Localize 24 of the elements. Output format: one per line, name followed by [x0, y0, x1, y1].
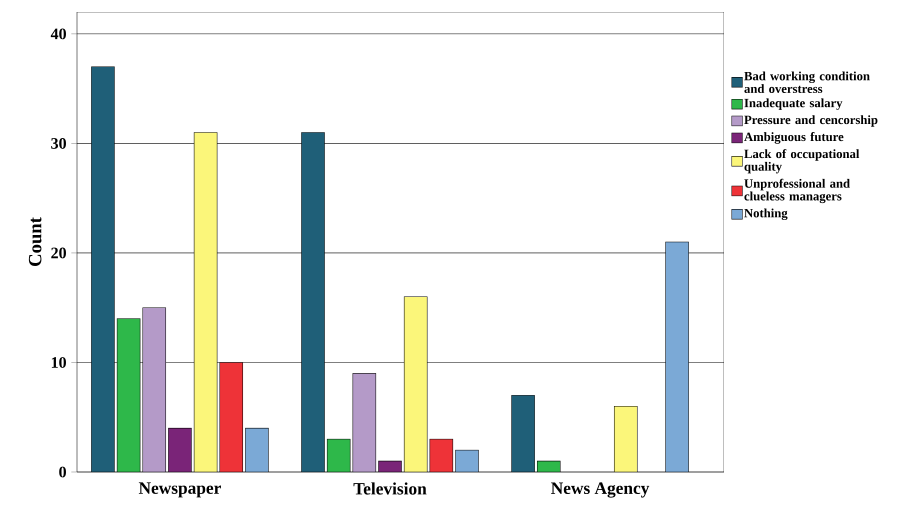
- bar: [116, 318, 140, 472]
- y-tick-label: 0: [59, 466, 66, 478]
- y-tick-label: 30: [51, 138, 66, 149]
- y-axis-title: Count: [28, 217, 42, 266]
- legend-label: Bad working condition and overstress: [744, 71, 870, 94]
- legend-label: Pressure and cencorship: [744, 115, 878, 127]
- bar: [168, 428, 192, 472]
- y-tick-label: 10: [52, 357, 66, 368]
- bar: [194, 132, 218, 472]
- legend-label: Lack of occupational quality: [744, 149, 860, 174]
- legend-label: Ambiguous future: [744, 132, 844, 144]
- bar: [142, 307, 166, 472]
- y-tick-label: 40: [50, 28, 66, 40]
- y-tick-label: 20: [51, 248, 66, 258]
- bar: [326, 438, 350, 472]
- bar: [352, 373, 376, 472]
- x-tick-label: Television: [354, 482, 427, 495]
- bar: [614, 406, 638, 472]
- x-tick-label: Newspaper: [138, 482, 221, 498]
- x-tick-label: News Agency: [551, 482, 650, 498]
- legend-label: Nothing: [744, 208, 788, 220]
- legend-label: Unprofessional and clueless managers: [744, 178, 850, 204]
- legend-label: Inadequate salary: [744, 98, 842, 110]
- bar: [404, 296, 428, 472]
